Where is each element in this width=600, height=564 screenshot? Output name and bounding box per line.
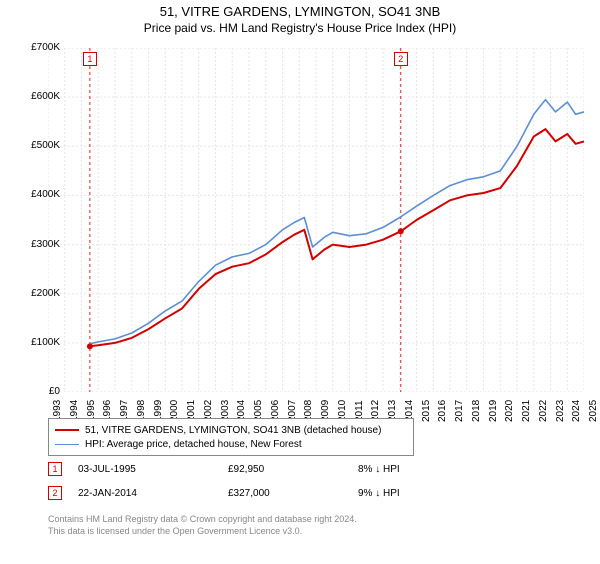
y-tick-label: £300K xyxy=(10,239,60,250)
x-tick-label: 2015 xyxy=(421,400,432,422)
footer: Contains HM Land Registry data © Crown c… xyxy=(48,514,357,537)
chart-container: { "title": "51, VITRE GARDENS, LYMINGTON… xyxy=(0,4,600,564)
x-tick-label: 2019 xyxy=(488,400,499,422)
legend-item-property: 51, VITRE GARDENS, LYMINGTON, SO41 3NB (… xyxy=(55,423,407,437)
sale-date-1: 03-JUL-1995 xyxy=(78,464,228,475)
sale-price-1: £92,950 xyxy=(228,464,358,475)
y-tick-label: £400K xyxy=(10,189,60,200)
sale-marker-1-num: 1 xyxy=(52,464,57,474)
chart-title: 51, VITRE GARDENS, LYMINGTON, SO41 3NB xyxy=(0,4,600,19)
y-tick-label: £700K xyxy=(10,42,60,53)
sale-row-2: 2 22-JAN-2014 £327,000 9% ↓ HPI xyxy=(48,486,400,500)
sale-row-1: 1 03-JUL-1995 £92,950 8% ↓ HPI xyxy=(48,462,400,476)
y-tick-label: £0 xyxy=(10,386,60,397)
legend-label-hpi: HPI: Average price, detached house, New … xyxy=(85,439,302,450)
x-tick-label: 2016 xyxy=(437,400,448,422)
sale-price-2: £327,000 xyxy=(228,488,358,499)
chart-sale-marker: 2 xyxy=(394,52,408,66)
sale-marker-2: 2 xyxy=(48,486,62,500)
chart-sale-marker: 1 xyxy=(83,52,97,66)
y-tick-label: £600K xyxy=(10,91,60,102)
x-tick-label: 2018 xyxy=(471,400,482,422)
x-tick-label: 2022 xyxy=(538,400,549,422)
plot-area: 12 xyxy=(48,48,584,392)
footer-line2: This data is licensed under the Open Gov… xyxy=(48,526,357,538)
legend-swatch-property xyxy=(55,429,79,431)
x-tick-label: 2024 xyxy=(571,400,582,422)
sale-date-2: 22-JAN-2014 xyxy=(78,488,228,499)
y-tick-label: £500K xyxy=(10,140,60,151)
x-tick-label: 2023 xyxy=(555,400,566,422)
legend-swatch-hpi xyxy=(55,444,79,445)
sale-delta-2: 9% ↓ HPI xyxy=(358,488,400,499)
sale-delta-1: 8% ↓ HPI xyxy=(358,464,400,475)
legend-item-hpi: HPI: Average price, detached house, New … xyxy=(55,437,407,451)
chart-svg xyxy=(48,48,584,392)
sale-marker-1: 1 xyxy=(48,462,62,476)
x-tick-label: 2025 xyxy=(588,400,599,422)
y-tick-label: £100K xyxy=(10,337,60,348)
x-tick-label: 2017 xyxy=(454,400,465,422)
legend-label-property: 51, VITRE GARDENS, LYMINGTON, SO41 3NB (… xyxy=(85,425,381,436)
sale-marker-2-num: 2 xyxy=(52,488,57,498)
y-tick-label: £200K xyxy=(10,288,60,299)
x-tick-label: 2021 xyxy=(521,400,532,422)
chart-subtitle: Price paid vs. HM Land Registry's House … xyxy=(0,21,600,35)
x-tick-label: 2020 xyxy=(504,400,515,422)
footer-line1: Contains HM Land Registry data © Crown c… xyxy=(48,514,357,526)
legend: 51, VITRE GARDENS, LYMINGTON, SO41 3NB (… xyxy=(48,418,414,456)
